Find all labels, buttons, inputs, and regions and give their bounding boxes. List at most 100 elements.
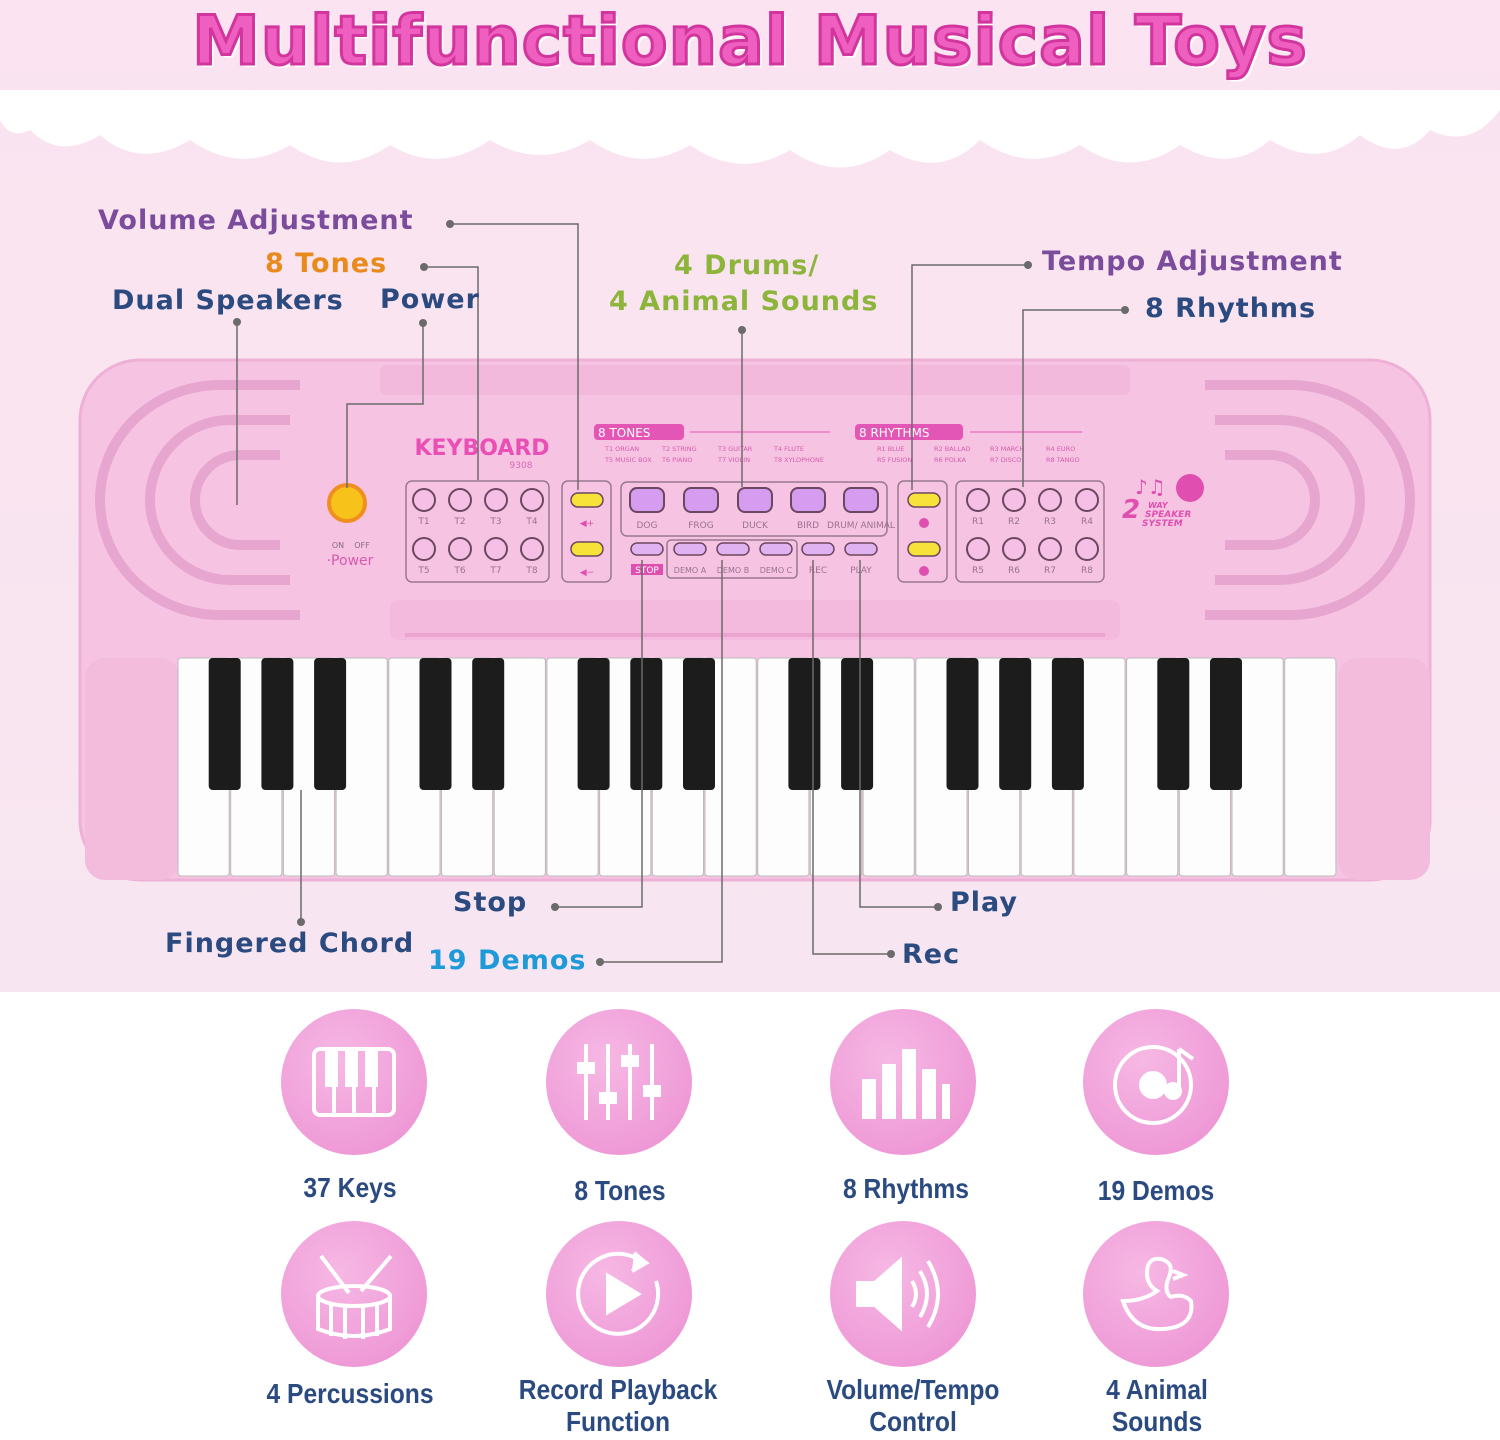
callout-lines [236,223,1125,963]
volume-up-button[interactable] [570,492,604,508]
black-key[interactable] [208,658,241,790]
rhythm-button[interactable] [966,537,990,561]
rhythm-button-label: R6 [1008,566,1020,576]
callout-demos: 19 Demos [428,945,587,976]
rhythm-button-label: R7 [1044,566,1056,576]
rhythm-button[interactable] [1002,537,1026,561]
feature-label: 37 Keys [303,1172,397,1203]
control-button-label: PLAY [850,566,872,576]
white-key[interactable] [1284,657,1337,877]
speaker-icon [830,1221,976,1367]
black-key[interactable] [999,658,1032,790]
volume-down-button[interactable] [570,541,604,557]
tone-button[interactable] [520,488,544,512]
rhythm-button[interactable] [1038,537,1062,561]
tone-button[interactable] [412,537,436,561]
tone-button[interactable] [412,488,436,512]
tone-button-label: T4 [525,517,537,527]
sound-button-label: FROG [688,521,714,531]
black-key[interactable] [1210,658,1242,790]
rhythm-button[interactable] [1038,488,1062,512]
brand-logo: KEYBOARD [414,436,549,461]
sound-button[interactable] [629,487,665,513]
control-button[interactable] [716,542,750,556]
feature-label: Record Playback Function [518,1374,718,1437]
rhythm-name: R4 EURO [1046,445,1075,453]
tone-button-label: T5 [417,566,429,576]
tone-button[interactable] [484,488,508,512]
tone-button-label: T8 [525,566,537,576]
sound-button[interactable] [843,487,879,513]
feature-label: 4 Animal Sounds [1106,1374,1208,1437]
callout-speakers: Dual Speakers [112,285,344,316]
tone-name: T7 VIOLIN [717,456,750,464]
svg-text:ON: ON [332,541,344,550]
sound-button[interactable] [790,487,826,513]
control-button[interactable] [759,542,793,556]
rhythm-name: R7 DISCO [990,456,1021,464]
rhythm-button[interactable] [1075,537,1099,561]
power-button[interactable] [327,483,367,523]
piano-keys [177,657,1337,877]
keyboard-illustration: KEYBOARD 9308 8 TONES 8 RHYTHMS T1 ORGAN… [78,220,1432,966]
sliders-icon [546,1009,692,1155]
rhythm-button-label: R5 [972,566,984,576]
black-key[interactable] [419,658,452,790]
svg-text:OFF: OFF [354,541,370,550]
rhythm-button[interactable] [1002,488,1026,512]
rhythm-button[interactable] [966,488,990,512]
black-key[interactable] [788,658,821,790]
tone-button[interactable] [448,537,472,561]
control-button[interactable] [801,542,835,556]
black-key[interactable] [577,658,610,790]
sound-button[interactable] [683,487,719,513]
feature-label: 8 Tones [574,1175,666,1206]
callout-rhythms: 8 Rhythms [1145,293,1317,324]
rhythm-button-label: R1 [972,517,984,527]
black-key[interactable] [841,658,874,790]
callout-chord: Fingered Chord [165,928,415,959]
rhythm-button-label: R8 [1081,566,1093,576]
rhythm-name: R5 FUSION [877,456,912,464]
tone-button[interactable] [448,488,472,512]
black-key[interactable] [630,658,663,790]
tone-button-label: T6 [453,566,465,576]
black-key[interactable] [314,658,347,790]
svg-text:SPEAKER: SPEAKER [1145,510,1191,520]
tone-button-label: T3 [489,517,501,527]
black-key[interactable] [1157,658,1190,790]
feature-label: Volume/Tempo Control [826,1374,1000,1437]
music-disc-icon [1083,1009,1229,1155]
black-key[interactable] [946,658,979,790]
tones-header: 8 TONES [598,426,650,440]
tone-name: T3 GUITAR [717,445,753,453]
control-button[interactable] [844,542,878,556]
control-button-label: DEMO C [760,566,793,575]
tone-button-label: T1 [417,517,429,527]
tone-button[interactable] [520,537,544,561]
speaker-system-logo: SYSTEM [1142,519,1183,529]
black-key[interactable] [1051,658,1084,790]
tempo-down-button[interactable] [907,541,941,557]
rhythm-button[interactable] [1075,488,1099,512]
control-button[interactable] [673,542,707,556]
tone-name: T4 FLUTE [773,445,804,453]
black-key[interactable] [683,658,715,790]
svg-text:2: 2 [1122,495,1140,525]
sound-button-label: DUCK [742,521,769,531]
tone-name: T5 MUSIC BOX [604,456,652,464]
sound-button-label: DRUM/ ANIMAL [827,521,895,531]
tone-button[interactable] [484,537,508,561]
tempo-up-button[interactable] [907,492,941,508]
black-key[interactable] [472,658,505,790]
control-button[interactable] [630,542,664,556]
callout-drums-1: 4 Drums/ [674,250,820,281]
duck-icon [1083,1221,1229,1367]
control-button-label: REC [809,566,827,576]
sound-button-label: DOG [637,521,658,531]
rhythm-button-label: R2 [1008,517,1020,527]
model-number: 9308 [510,461,533,471]
black-key[interactable] [261,658,294,790]
sound-button[interactable] [737,487,773,513]
control-button-label: STOP [635,566,659,576]
